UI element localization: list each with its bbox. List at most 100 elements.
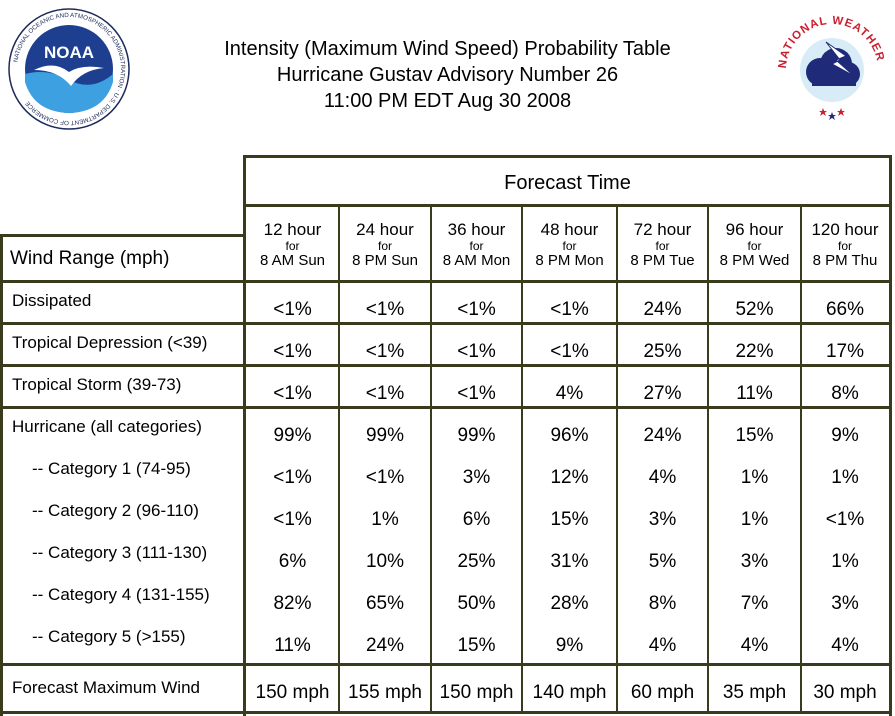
- table-cell: <1%: [825, 509, 865, 530]
- table-cell: 4%: [648, 467, 677, 488]
- table-cell: 11%: [736, 383, 773, 404]
- table-cell: 4%: [831, 635, 859, 656]
- grid-line: [243, 155, 246, 716]
- column-hour: 96 hour: [725, 220, 784, 239]
- grid-line: [889, 155, 892, 716]
- table-cell: 8%: [648, 593, 677, 614]
- column-for: for: [377, 239, 392, 253]
- table-cell: 10%: [365, 551, 405, 572]
- grid-line: [800, 207, 802, 714]
- table-cell: <1%: [550, 341, 589, 362]
- column-time: 8 AM Sun: [259, 252, 326, 269]
- column-time: 8 AM Mon: [442, 252, 511, 269]
- column-header: 48 hour for 8 PM Mon: [522, 220, 617, 270]
- table-cell: 82%: [273, 593, 312, 614]
- title-line-2: Hurricane Gustav Advisory Number 26: [276, 64, 619, 86]
- max-wind-cell: 150 mph: [255, 682, 330, 703]
- max-wind-cell: 140 mph: [532, 682, 607, 703]
- column-time: 8 PM Thu: [812, 252, 878, 269]
- table-cell: <1%: [273, 341, 312, 362]
- row-label: Hurricane (all categories): [12, 417, 202, 436]
- column-hour: 12 hour: [263, 220, 322, 239]
- column-hour: 48 hour: [540, 220, 599, 239]
- row-label: -- Category 5 (>155): [32, 627, 186, 646]
- table-cell: 22%: [735, 341, 774, 362]
- table-cell: <1%: [273, 299, 312, 320]
- table-cell: 50%: [457, 593, 496, 614]
- grid-line: [338, 207, 340, 714]
- table-cell: 4%: [555, 383, 584, 404]
- table-cell: <1%: [273, 467, 312, 488]
- column-time: 8 PM Wed: [719, 252, 790, 269]
- table-cell: <1%: [365, 467, 405, 488]
- table-cell: 1%: [831, 551, 859, 572]
- table-cell: <1%: [273, 383, 312, 404]
- table-cell: 8%: [831, 383, 859, 404]
- title-line-3: 11:00 PM EDT Aug 30 2008: [323, 90, 572, 112]
- column-hour: 36 hour: [447, 220, 506, 239]
- table-cell: 4%: [648, 635, 677, 656]
- column-for: for: [655, 239, 670, 253]
- table-cell: 65%: [365, 593, 405, 614]
- table-cell: 99%: [273, 425, 312, 446]
- grid-line: [616, 207, 618, 714]
- column-time: 8 PM Mon: [535, 252, 604, 269]
- table-cell: 6%: [278, 551, 307, 572]
- table-cell: 31%: [550, 551, 589, 572]
- table-cell: 3%: [740, 551, 769, 572]
- table-cell: <1%: [457, 299, 496, 320]
- table-cell: 25%: [643, 341, 682, 362]
- table-cell: 99%: [365, 425, 405, 446]
- row-label: -- Category 4 (131-155): [32, 585, 210, 604]
- table-cell: <1%: [365, 341, 405, 362]
- table-cell: 4%: [740, 635, 769, 656]
- column-time: 8 PM Sun: [352, 252, 418, 269]
- column-header: 36 hour for 8 AM Mon: [431, 220, 522, 270]
- table-cell: <1%: [457, 341, 496, 362]
- table-cell: 7%: [740, 593, 769, 614]
- table-cell: 66%: [825, 299, 865, 320]
- column-hour: 72 hour: [633, 220, 692, 239]
- column-for: for: [285, 239, 300, 253]
- column-header: 120 hour for 8 PM Thu: [801, 220, 889, 270]
- nws-logo: NATIONAL WEATHER SERVICE: [776, 6, 886, 120]
- table-cell: 1%: [831, 467, 859, 488]
- grid-line: [0, 663, 892, 666]
- grid-line: [521, 207, 523, 714]
- column-for: for: [469, 239, 484, 253]
- column-header: 24 hour for 8 PM Sun: [339, 220, 431, 270]
- max-wind-cell: 150 mph: [439, 682, 514, 703]
- table-cell: 1%: [740, 509, 769, 530]
- table-cell: 15%: [457, 635, 496, 656]
- table-cell: 12%: [550, 467, 589, 488]
- table-cell: 28%: [550, 593, 589, 614]
- column-hour: 120 hour: [811, 220, 879, 239]
- column-for: for: [747, 239, 762, 253]
- noaa-logo: NOAA NATIONAL OCEANIC AND ATMOSPHERIC AD…: [8, 8, 130, 130]
- table-cell: 27%: [643, 383, 682, 404]
- table-cell: 9%: [555, 635, 584, 656]
- table-cell: <1%: [273, 509, 312, 530]
- table-cell: <1%: [457, 383, 496, 404]
- table-cell: 3%: [462, 467, 491, 488]
- table-cell: 25%: [457, 551, 496, 572]
- table-cell: 5%: [648, 551, 677, 572]
- table-cell: 15%: [735, 425, 774, 446]
- row-label: Dissipated: [12, 291, 92, 310]
- grid-line: [0, 364, 892, 367]
- table-cell: 24%: [643, 299, 682, 320]
- table-cell: 24%: [365, 635, 405, 656]
- table-cell: <1%: [550, 299, 589, 320]
- noaa-logo-text: NOAA: [44, 43, 94, 62]
- table-cell: 15%: [550, 509, 589, 530]
- max-wind-cell: 35 mph: [722, 682, 787, 703]
- grid-line: [0, 406, 892, 409]
- table-cell: 3%: [831, 593, 859, 614]
- table-cell: 17%: [825, 341, 865, 362]
- column-time: 8 PM Tue: [630, 252, 695, 269]
- grid-line: [0, 280, 892, 283]
- table-cell: 99%: [457, 425, 496, 446]
- grid-line: [0, 711, 892, 714]
- grid-line: [243, 155, 892, 158]
- row-label: -- Category 2 (96-110): [32, 501, 199, 520]
